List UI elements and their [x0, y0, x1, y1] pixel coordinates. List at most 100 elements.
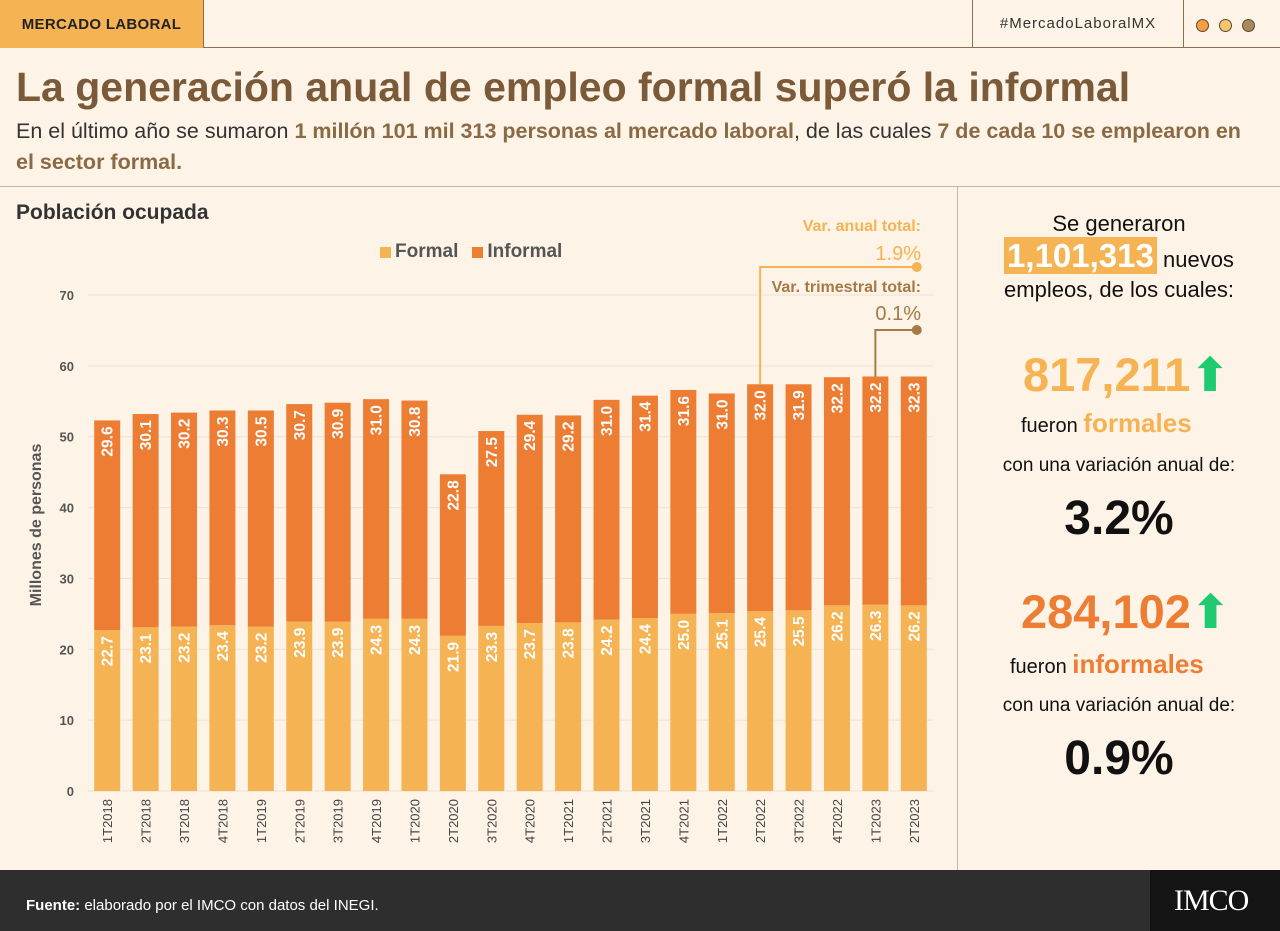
x-tick-label: 4T2018	[215, 799, 230, 843]
dot-2[interactable]	[1219, 19, 1232, 32]
subtitle-highlight-2: 7 de cada 10 se emplearon en el sector f…	[16, 119, 1241, 174]
subtitle-text-2: , de las cuales	[793, 119, 938, 143]
data-label-formal: 24.3	[407, 624, 424, 655]
data-label-informal: 31.0	[714, 399, 731, 429]
data-label-informal: 29.2	[561, 421, 578, 451]
bar-informal	[247, 410, 274, 627]
imco-logo[interactable]: IMCO	[1150, 870, 1280, 931]
bar-informal	[862, 376, 889, 605]
x-tick-label: 3T2021	[638, 799, 653, 843]
footer: Fuente: elaborado por el IMCO con datos …	[0, 870, 1280, 931]
hashtag[interactable]: #MercadoLaboralMX	[972, 0, 1184, 48]
summary-intro-after-1: nuevos	[1162, 247, 1234, 272]
data-label-informal: 31.0	[369, 405, 386, 435]
x-tick-label: 3T2020	[484, 799, 499, 843]
x-tick-label: 4T2019	[369, 799, 384, 843]
window-dots	[1196, 19, 1255, 32]
data-label-formal: 24.3	[369, 624, 386, 655]
x-tick-label: 2T2022	[753, 799, 768, 843]
bar-informal	[747, 384, 774, 612]
formal-kind: formales	[1083, 408, 1192, 438]
data-label-formal: 26.3	[868, 610, 885, 641]
bar-informal	[708, 393, 735, 614]
annotation-label: Var. trimestral total:	[772, 279, 921, 296]
data-label-informal: 30.2	[177, 419, 194, 449]
x-tick-label: 2T2023	[907, 799, 922, 843]
bar-formal	[555, 622, 582, 791]
bar-informal	[593, 399, 620, 620]
bar-informal	[900, 376, 927, 606]
x-tick-label: 4T2021	[676, 799, 691, 843]
bar-formal	[631, 618, 658, 791]
data-label-informal: 31.6	[676, 396, 693, 427]
bar-informal	[132, 414, 159, 628]
bar-informal	[555, 415, 582, 623]
dot-1[interactable]	[1196, 19, 1209, 32]
bar-informal	[785, 384, 812, 611]
legend-swatch-informal	[472, 246, 484, 258]
x-tick-label: 2T2018	[139, 799, 154, 843]
bar-formal	[708, 613, 735, 791]
data-label-informal: 30.8	[407, 406, 424, 437]
x-tick-label: 2T2021	[600, 799, 615, 843]
bar-informal	[823, 377, 850, 606]
up-arrow-icon: ⬆	[1190, 585, 1231, 638]
bar-informal	[670, 389, 697, 614]
data-label-informal: 31.0	[599, 406, 616, 436]
summary-panel: Se generaron 1,101,313 nuevos empleos, d…	[958, 187, 1280, 870]
summary-intro-after-2: empleos, de los cuales:	[1004, 277, 1234, 302]
source-note: Fuente: elaborado por el IMCO con datos …	[26, 897, 379, 914]
data-label-formal: 24.2	[599, 626, 616, 656]
bar-informal	[631, 395, 658, 619]
x-tick-label: 1T2021	[561, 799, 576, 843]
informal-kind: informales	[1072, 649, 1204, 679]
legend-item-informal[interactable]: Informal	[472, 241, 562, 263]
annotation-bracket	[759, 266, 917, 385]
annotation-label: Var. anual total:	[803, 218, 921, 235]
header-divider	[0, 186, 1280, 187]
informal-lead: fueron informales	[1010, 649, 1204, 680]
annotation-dot	[911, 325, 922, 335]
bar-formal	[862, 604, 889, 791]
formal-count: 817,211⬆	[1023, 347, 1230, 403]
x-tick-label: 1T2023	[868, 799, 883, 843]
data-label-informal: 32.3	[906, 382, 923, 413]
x-tick-label: 3T2019	[331, 799, 346, 843]
up-arrow-icon: ⬆	[1190, 348, 1230, 401]
data-label-informal: 31.9	[791, 390, 808, 421]
legend-label-formal: Formal	[395, 241, 459, 262]
x-tick-label: 1T2022	[715, 799, 730, 843]
chart-legend: Formal Informal	[380, 241, 562, 263]
panel-divider	[957, 187, 958, 870]
data-label-informal: 30.5	[253, 416, 270, 447]
informal-count: 284,102⬆	[1021, 584, 1230, 640]
data-label-formal: 23.9	[330, 627, 347, 658]
y-tick-label: 70	[60, 288, 74, 303]
formal-var-value: 3.2%	[1064, 492, 1174, 545]
data-label-informal: 29.4	[522, 420, 539, 451]
bar-formal	[401, 618, 428, 791]
subtitle-text-1: En el último año se sumaron	[16, 119, 295, 143]
top-bar: MERCADO LABORAL #MercadoLaboralMX	[0, 0, 1280, 48]
data-label-formal: 23.8	[561, 628, 578, 659]
bar-formal	[94, 630, 121, 791]
bar-formal	[286, 621, 313, 791]
bar-formal	[439, 635, 466, 791]
informal-var-value: 0.9%	[1064, 732, 1174, 785]
x-tick-label: 2T2020	[446, 799, 461, 843]
data-label-formal: 22.7	[100, 636, 117, 666]
annotation-value: 0.1%	[875, 303, 921, 325]
dot-3[interactable]	[1242, 19, 1255, 32]
formal-var-text: con una variación anual de:	[1002, 455, 1236, 476]
data-label-informal: 31.4	[637, 401, 654, 432]
bar-formal	[516, 623, 543, 791]
y-tick-label: 50	[60, 430, 74, 445]
data-label-formal: 23.7	[522, 629, 539, 659]
bar-informal	[324, 402, 351, 622]
bar-informal	[94, 420, 121, 631]
legend-item-formal[interactable]: Formal	[380, 241, 458, 263]
data-label-informal: 32.2	[868, 382, 885, 412]
data-label-informal: 32.2	[829, 383, 846, 413]
data-label-informal: 29.6	[100, 426, 117, 457]
section-tag[interactable]: MERCADO LABORAL	[0, 0, 204, 48]
